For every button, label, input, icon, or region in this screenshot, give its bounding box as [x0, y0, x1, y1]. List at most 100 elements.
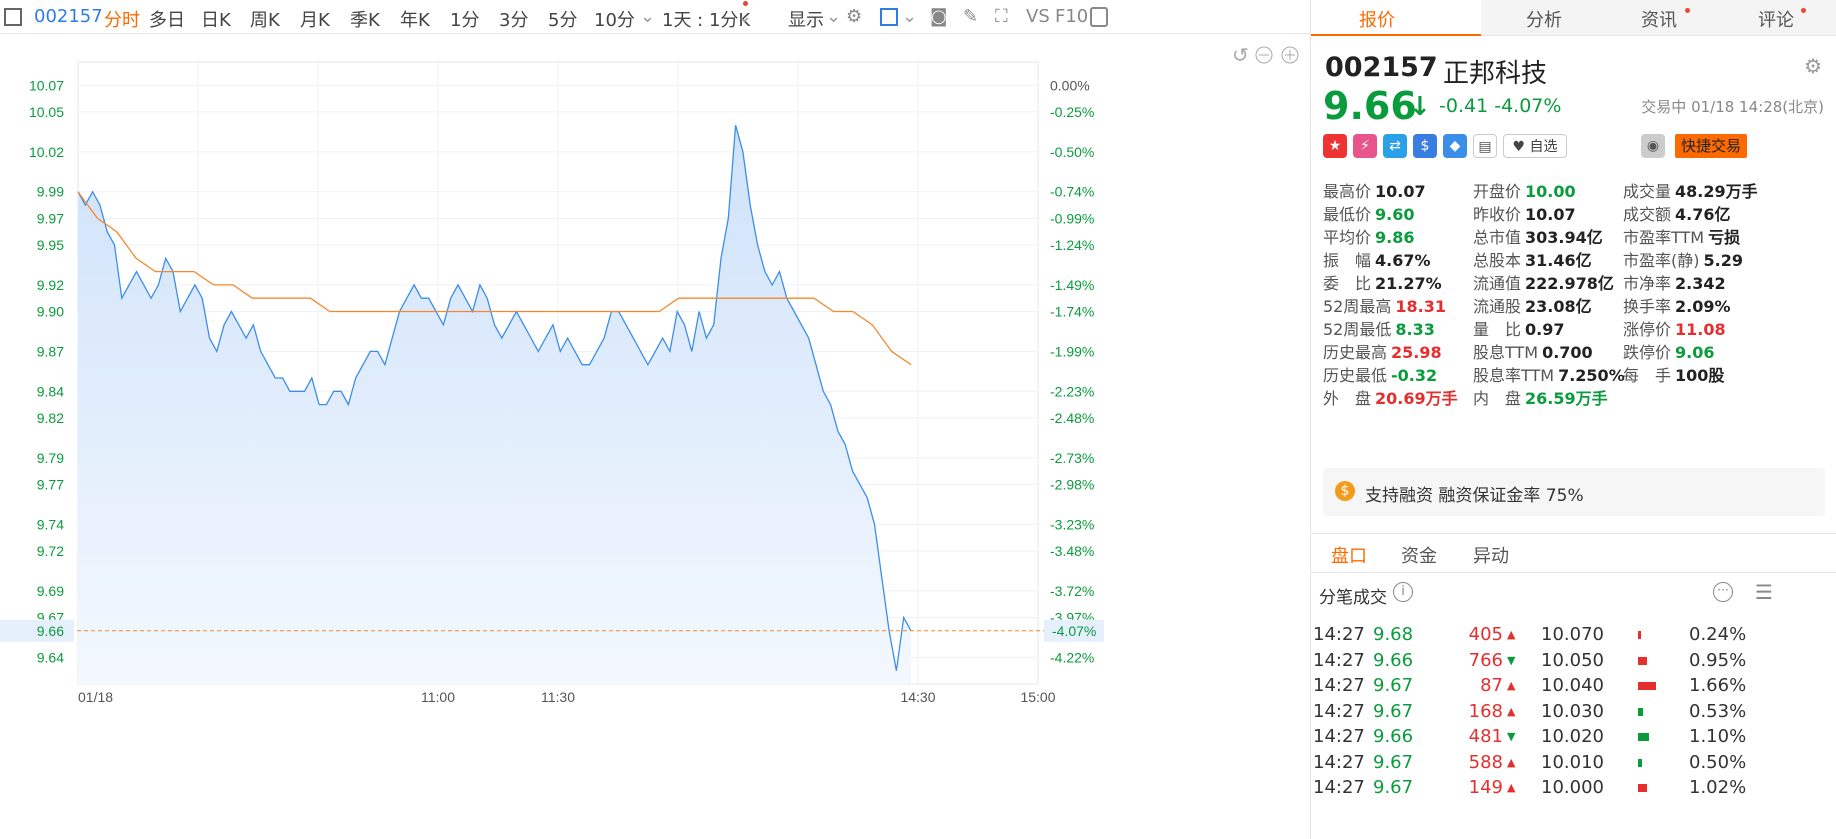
level-price: 10.010 [1541, 751, 1604, 773]
checkbox-icon[interactable] [880, 8, 898, 26]
pct-tick-label: -4.22% [1050, 649, 1094, 665]
section-tabs: 盘口 资金 异动 [1311, 533, 1836, 573]
margin-info: $ 支持融资 融资保证金率 75% [1323, 468, 1825, 516]
period-select[interactable]: 1天 : 1分K [662, 10, 751, 31]
tab-5min[interactable]: 5分 [548, 10, 578, 31]
tick-time: 14:27 [1313, 624, 1365, 645]
tick-time: 14:27 [1313, 649, 1365, 671]
tab-week-k[interactable]: 周K [250, 10, 280, 31]
document-icon[interactable]: ▤ [1473, 134, 1497, 158]
gear-icon[interactable]: ⚙ [1804, 54, 1822, 78]
pct-tick-label: -3.48% [1050, 543, 1094, 559]
activity-icon[interactable]: ⚡ [1353, 134, 1377, 158]
dollar-icon[interactable]: $ [1413, 134, 1437, 158]
tab-news[interactable]: 资讯 [1641, 10, 1677, 31]
volume-bar [1638, 733, 1649, 741]
quote-value: 10.00 [1525, 182, 1576, 201]
quote-label: 流通股 [1473, 297, 1522, 316]
level-pct: 0.50% [1689, 751, 1747, 773]
shuffle-icon[interactable]: ⇄ [1383, 134, 1407, 158]
y-tick-label: 9.82 [37, 410, 64, 426]
quote-label: 开盘价 [1473, 182, 1522, 201]
zoom-out-icon[interactable] [1255, 46, 1273, 64]
volume-bar [1638, 682, 1656, 690]
arrow-up-icon: ▲ [1507, 781, 1516, 794]
tick-row: 14:27 9.67 588 10.010 0.50% ▲ [1311, 749, 1821, 779]
quote-value: 7.250% [1558, 366, 1625, 385]
quick-trade-button[interactable]: 快捷交易 [1675, 134, 1747, 158]
zoom-in-icon[interactable] [1281, 46, 1299, 64]
gear-icon[interactable]: ⚙ [846, 6, 863, 27]
tick-row: 14:27 9.67 168 10.030 0.53% ▲ [1311, 698, 1821, 728]
tab-10min[interactable]: 10分 [594, 10, 635, 31]
quote-cell: 成交额 4.76亿 [1623, 201, 1731, 225]
tab-3min[interactable]: 3分 [499, 10, 529, 31]
quote-value: 303.94亿 [1525, 228, 1603, 247]
display-menu[interactable]: 显示 [788, 10, 824, 31]
more-icon[interactable]: ··· [1713, 582, 1733, 602]
y-tick-label: 10.07 [29, 77, 64, 93]
volume-bar [1638, 758, 1642, 767]
tab-analysis[interactable]: 分析 [1526, 10, 1562, 31]
bell-icon[interactable]: ◉ [1641, 134, 1665, 158]
compare-vs-button[interactable]: VS [1026, 6, 1050, 27]
tab-movement[interactable]: 异动 [1473, 546, 1509, 567]
tab-day-k[interactable]: 日K [201, 10, 231, 31]
tab-quarter-k[interactable]: 季K [350, 10, 380, 31]
tick-row: 14:27 9.68 405 10.070 0.24% ▲ [1311, 621, 1821, 651]
quote-cell: 总市值 303.94亿 [1473, 224, 1603, 248]
chevron-down-icon[interactable]: ⌄ [826, 6, 842, 27]
stock-code-label[interactable]: 002157 [34, 6, 103, 27]
ticks-title: 分笔成交 [1319, 588, 1387, 608]
tab-comments[interactable]: 评论 [1758, 10, 1794, 31]
news-dot [1685, 8, 1690, 13]
tab-quote[interactable]: 报价 [1359, 10, 1395, 31]
f10-button[interactable]: F10 [1055, 6, 1089, 27]
level-pct: 1.02% [1689, 777, 1747, 798]
tab-funds[interactable]: 资金 [1401, 546, 1437, 567]
fullscreen-icon[interactable]: ⛶ [995, 6, 1008, 27]
list-icon[interactable]: ☰ [1755, 580, 1773, 604]
quote-cell: 流通股 23.08亿 [1473, 293, 1592, 317]
tick-volume: 766 [1468, 649, 1503, 671]
chevron-down-icon[interactable]: ⌄ [640, 6, 656, 27]
tab-orderbook[interactable]: 盘口 [1331, 546, 1367, 567]
tab-month-k[interactable]: 月K [300, 10, 330, 31]
tick-price: 9.68 [1373, 624, 1414, 645]
collapse-panel-icon[interactable] [1090, 7, 1108, 27]
level-price: 10.050 [1541, 649, 1604, 671]
tick-row: 14:27 9.67 149 10.000 1.02% ▲ [1311, 774, 1821, 804]
info-icon[interactable]: i [1393, 582, 1413, 602]
tick-price: 9.67 [1373, 777, 1414, 798]
camera-icon[interactable]: ◙ [930, 6, 948, 27]
china-flag-icon[interactable]: ★ [1323, 134, 1347, 158]
quote-cell: 开盘价 10.00 [1473, 178, 1576, 202]
y-tick-label: 9.95 [37, 237, 64, 253]
add-watchlist-button[interactable]: ♥ 自选 [1503, 134, 1567, 158]
tab-multi-day[interactable]: 多日 [149, 10, 185, 31]
tab-1min[interactable]: 1分 [450, 10, 480, 31]
notification-dot [743, 1, 748, 6]
y-tick-label: 10.05 [29, 104, 64, 120]
chevron-down-icon[interactable]: ⌄ [737, 6, 753, 27]
pencil-icon[interactable]: ✎ [963, 6, 979, 27]
tab-year-k[interactable]: 年K [400, 10, 430, 31]
reset-icon[interactable]: ↺ [1232, 43, 1249, 67]
chevron-down-icon[interactable]: ⌄ [902, 6, 918, 27]
toggle-sidebar-icon[interactable] [4, 8, 22, 26]
quote-value: 26.59万手 [1525, 389, 1608, 408]
quote-label: 委 比 [1323, 274, 1372, 293]
tick-price: 9.67 [1373, 751, 1414, 773]
tab-timeshare[interactable]: 分时 [104, 10, 140, 31]
pct-tick-label: -2.73% [1050, 450, 1094, 466]
stock-name: 正邦科技 [1443, 59, 1548, 89]
quote-cell: 涨停价 11.08 [1623, 316, 1726, 340]
tag-icon[interactable]: ◆ [1443, 134, 1467, 158]
y-tick-label: 9.79 [37, 450, 64, 466]
quote-value: 5.29 [1703, 251, 1743, 270]
quote-value: 48.29万手 [1675, 182, 1758, 201]
y-tick-label: 9.64 [37, 649, 64, 665]
quote-label: 每 手 [1623, 366, 1672, 385]
current-pct-tag [1044, 619, 1104, 642]
quote-cell: 历史最低 -0.32 [1323, 362, 1437, 386]
